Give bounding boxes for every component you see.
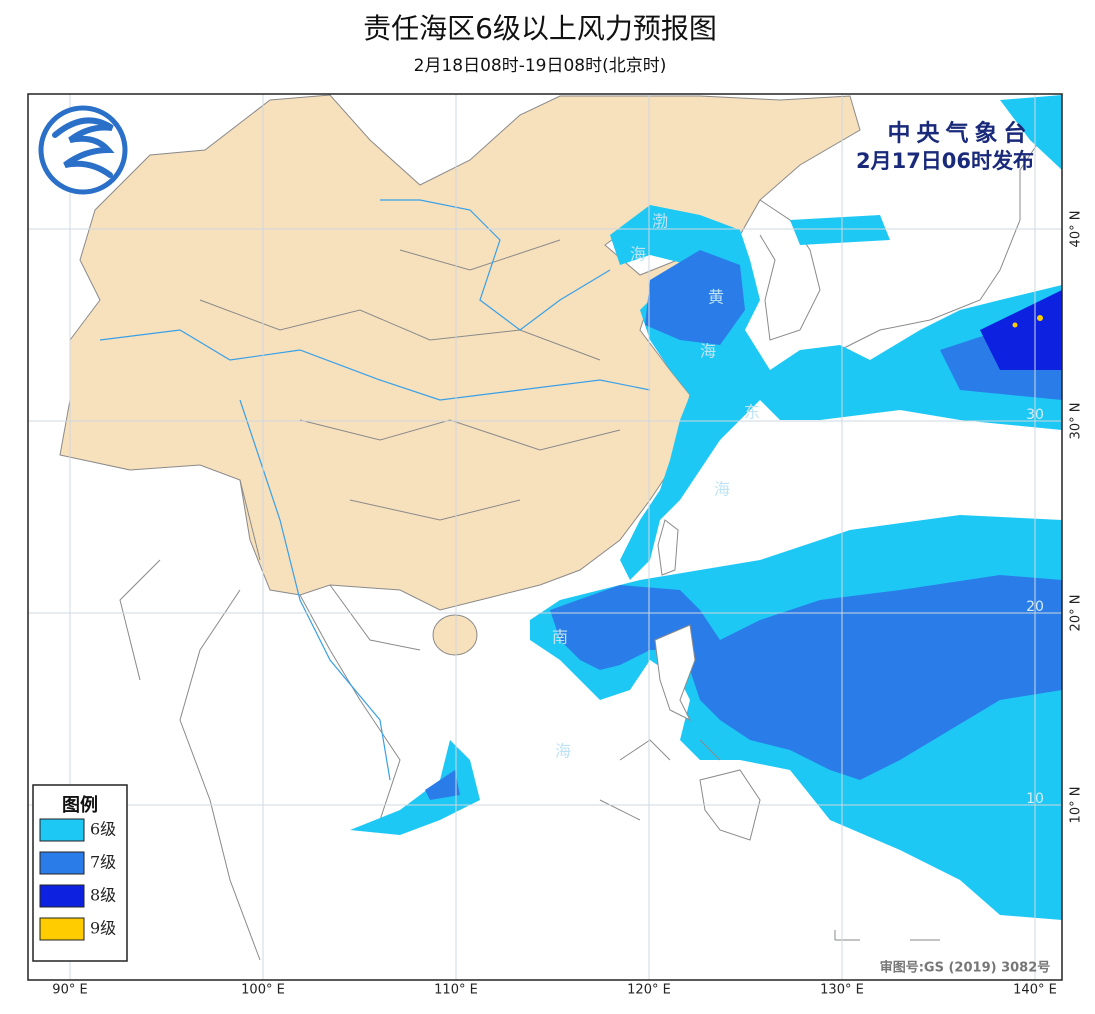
axis-labels: 90° E 100° E 110° E 120° E 130° E 140° E 40° N… (52, 211, 1083, 998)
sea-label: 东 (744, 403, 760, 422)
sea-label: 南 (552, 628, 568, 647)
sea-label: 海 (700, 342, 716, 361)
lon-label: 130° E (820, 983, 864, 998)
legend-swatch (39, 851, 85, 875)
legend-label: 6级 (90, 820, 116, 839)
legend-swatch (39, 884, 85, 908)
inner-lat-label: 10 (1026, 791, 1044, 807)
legend-swatch (39, 818, 85, 842)
legend: 图例 6级 7级 8级 9级 (32, 784, 128, 962)
logo (38, 105, 128, 195)
sea-label: 渤 (652, 212, 668, 231)
lat-label: 10° N (1069, 787, 1084, 824)
map-frame (27, 93, 1063, 981)
graticule: 30 20 10 (28, 94, 1062, 980)
lon-label: 90° E (52, 983, 87, 998)
lon-label: 140° E (1013, 983, 1057, 998)
subtitle: 2月18日08时-19日08时(北京时) (414, 56, 667, 76)
sea-label: 海 (630, 245, 646, 264)
title: 责任海区6级以上风力预报图 (363, 12, 717, 45)
lat-label: 20° N (1069, 595, 1084, 632)
inner-lat-label: 30 (1026, 407, 1044, 423)
legend-label: 8级 (90, 886, 116, 905)
lat-label: 30° N (1069, 403, 1084, 440)
legend-swatch (39, 917, 85, 941)
approval: 审图号:GS (2019) 3082号 (880, 960, 1051, 976)
lat-label: 40° N (1069, 211, 1084, 248)
legend-label: 9级 (90, 919, 116, 938)
legend-title: 图例 (62, 794, 98, 816)
sea-label: 黄 (708, 288, 724, 307)
publisher: 中央气象台 (888, 120, 1033, 147)
inner-lat-label: 20 (1026, 599, 1044, 615)
lon-label: 120° E (627, 983, 671, 998)
sea-label: 海 (714, 480, 730, 499)
legend-label: 7级 (90, 853, 116, 872)
issued: 2月17日06时发布 (856, 149, 1034, 173)
lon-label: 100° E (241, 983, 285, 998)
sea-label: 海 (555, 742, 571, 761)
lon-label: 110° E (434, 983, 478, 998)
